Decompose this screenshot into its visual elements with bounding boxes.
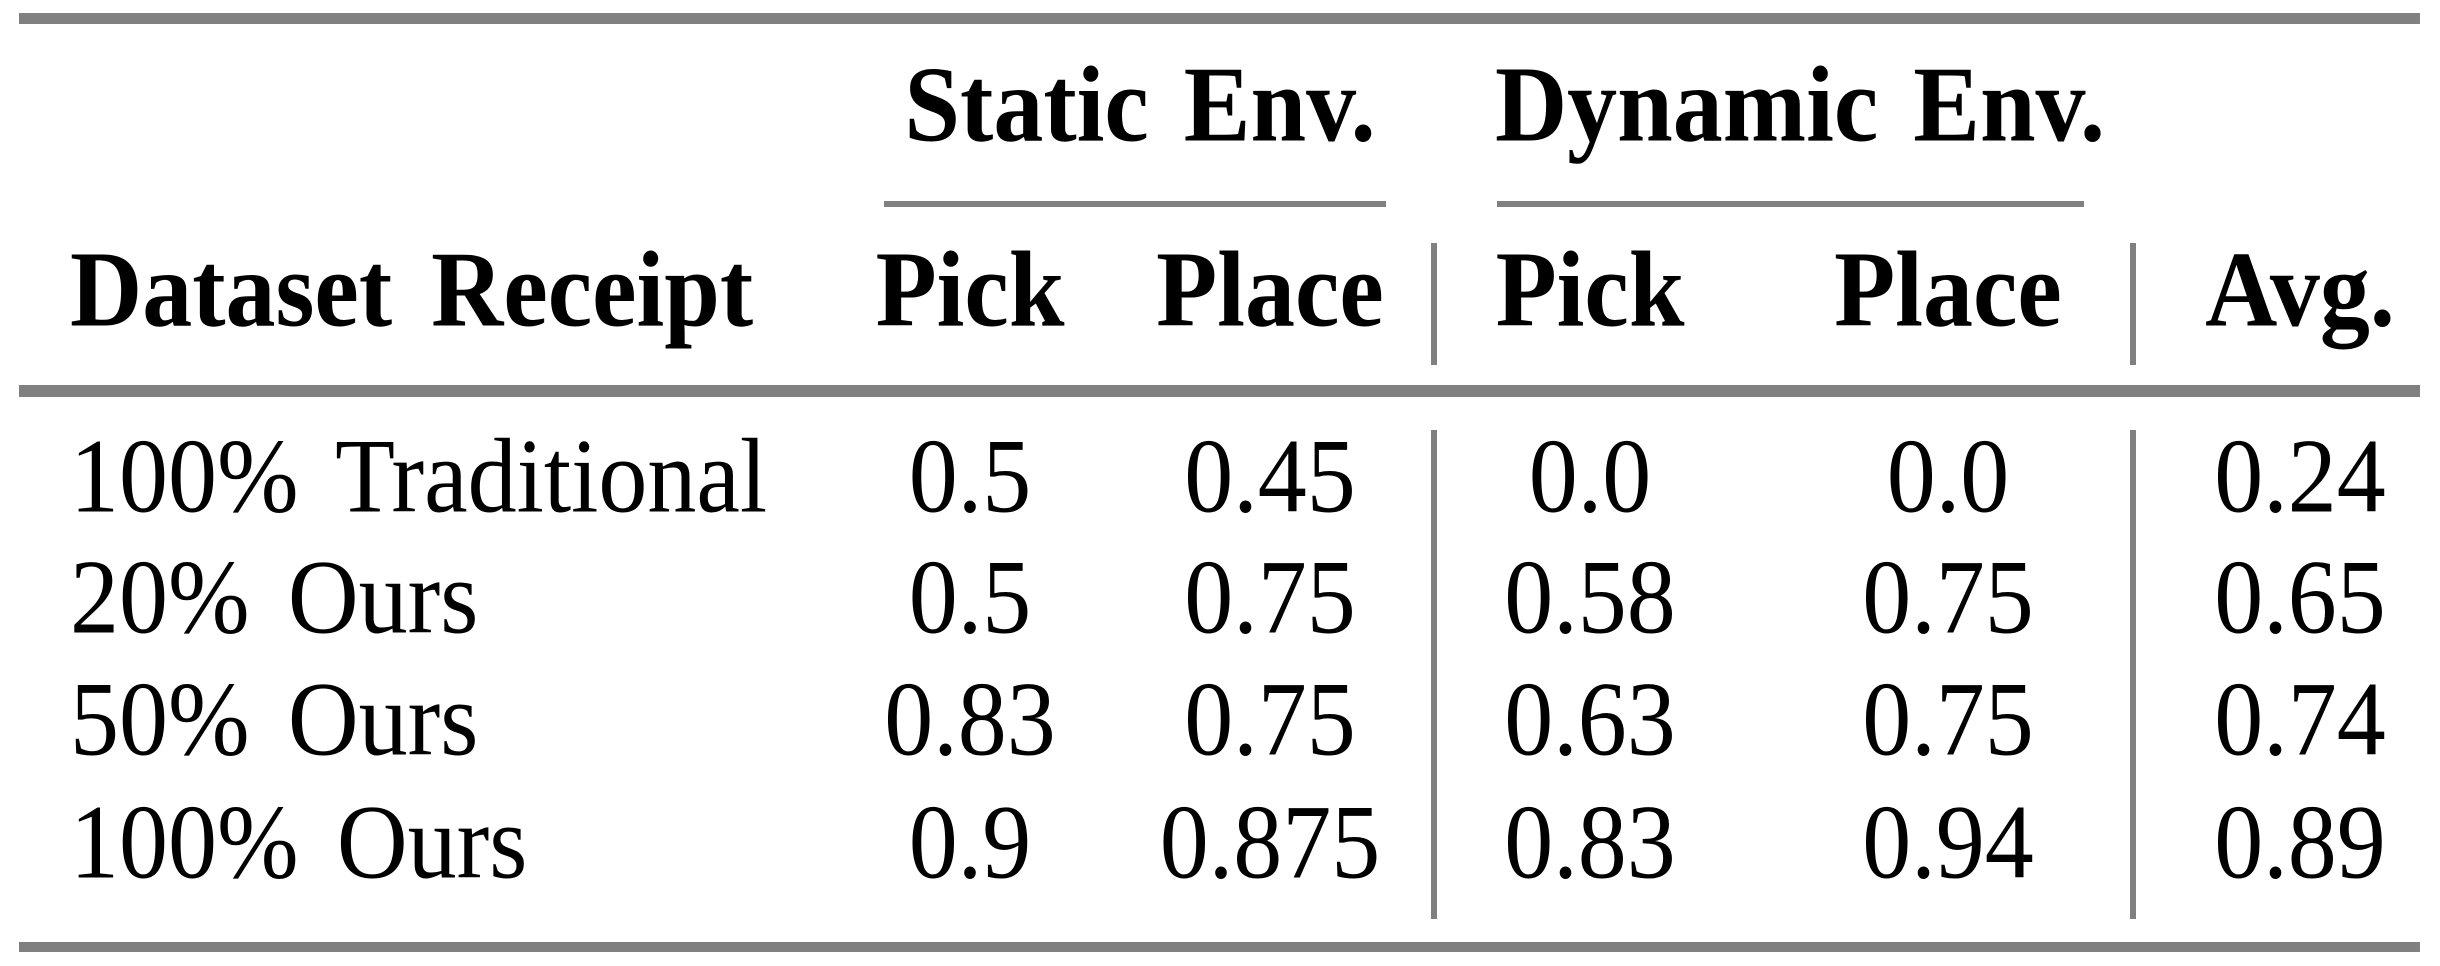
cell-static-pick: 0.5 — [908, 539, 1032, 657]
cell-static-place: 0.45 — [1184, 418, 1356, 536]
group-header-static-env: Static Env. — [904, 44, 1376, 165]
vertical-rule-static-dynamic-body — [1431, 430, 1437, 919]
column-header-avg: Avg. — [2205, 229, 2395, 350]
cell-static-pick: 0.5 — [908, 418, 1032, 536]
vertical-rule-dynamic-avg-body — [2130, 430, 2136, 919]
cell-static-pick: 0.83 — [884, 661, 1056, 779]
row-label: 100% Traditional — [70, 418, 768, 536]
cell-static-place: 0.875 — [1159, 784, 1381, 902]
column-header-static-pick: Pick — [875, 229, 1065, 350]
cell-static-pick: 0.9 — [908, 784, 1032, 902]
cell-dynamic-place: 0.75 — [1862, 661, 2034, 779]
column-header-dataset-receipt: Dataset Receipt — [70, 229, 754, 350]
cell-avg: 0.89 — [2214, 784, 2386, 902]
cell-dynamic-place: 0.94 — [1862, 784, 2034, 902]
top-rule — [19, 13, 2420, 24]
cell-avg: 0.74 — [2214, 661, 2386, 779]
cell-dynamic-place: 0.75 — [1862, 539, 2034, 657]
bottom-rule — [19, 942, 2420, 952]
cell-static-place: 0.75 — [1184, 539, 1356, 657]
row-label: 20% Ours — [70, 539, 479, 657]
cmidrule-static-env — [884, 201, 1386, 207]
vertical-rule-static-dynamic-header — [1431, 243, 1437, 365]
column-header-dynamic-pick: Pick — [1495, 229, 1685, 350]
cell-avg: 0.24 — [2214, 418, 2386, 536]
cell-avg: 0.65 — [2214, 539, 2386, 657]
cell-dynamic-pick: 0.63 — [1504, 661, 1676, 779]
vertical-rule-dynamic-avg-header — [2130, 243, 2136, 365]
cell-dynamic-pick: 0.58 — [1504, 539, 1676, 657]
mid-rule — [19, 385, 2420, 397]
row-label: 50% Ours — [70, 661, 479, 779]
column-header-static-place: Place — [1156, 229, 1384, 350]
cell-static-place: 0.75 — [1184, 661, 1356, 779]
cell-dynamic-pick: 0.83 — [1504, 784, 1676, 902]
cell-dynamic-place: 0.0 — [1886, 418, 2010, 536]
group-header-dynamic-env: Dynamic Env. — [1494, 44, 2106, 165]
cmidrule-dynamic-env — [1497, 201, 2084, 207]
column-header-dynamic-place: Place — [1834, 229, 2062, 350]
cell-dynamic-pick: 0.0 — [1528, 418, 1652, 536]
row-label: 100% Ours — [70, 784, 528, 902]
